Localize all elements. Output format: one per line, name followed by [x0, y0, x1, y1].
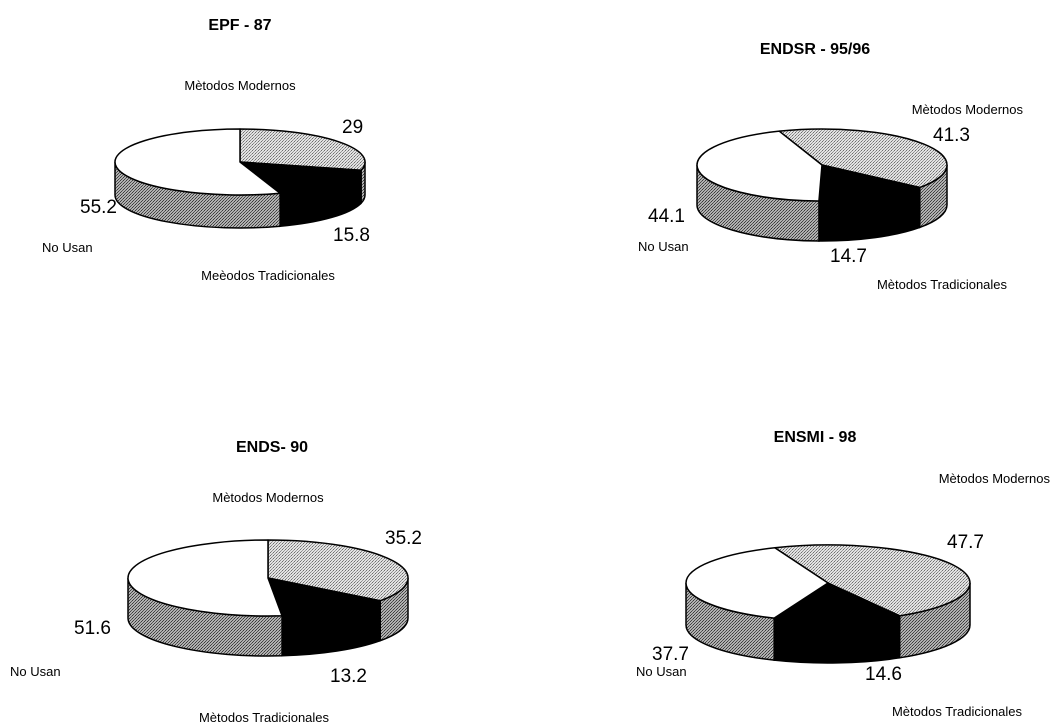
pie-3-value-tradicionales: 13.2 — [330, 666, 367, 687]
pie-2-slices — [696, 128, 948, 242]
pie-4-slice-2 — [773, 582, 901, 622]
pie-1-label-modernos: Mètodos Modernos — [184, 78, 296, 93]
pie-3-label-tradicionales: Mètodos Tradicionales — [199, 710, 330, 725]
pie-4: ENSMI - 98 Mètodos Modernos 47.7 14.6 37… — [636, 429, 1050, 719]
pie-3-label-modernos: Mètodos Modernos — [212, 490, 324, 505]
pie-2-label-tradicionales: Mètodos Tradicionales — [877, 277, 1008, 292]
pie-1-slice-1 — [239, 128, 366, 171]
pie-2-value-no-usan: 44.1 — [648, 206, 685, 227]
pie-4-label-no-usan: No Usan — [636, 664, 687, 679]
pie-3-slice-3 — [127, 539, 283, 617]
pie-2-label-modernos: Mètodos Modernos — [912, 102, 1024, 117]
pie-4-value-no-usan: 37.7 — [652, 644, 689, 665]
pie-4-value-tradicionales: 14.6 — [865, 664, 902, 685]
pie-4-slice-1 — [774, 544, 971, 617]
pie-1-slice-3 — [114, 128, 281, 196]
pie-1-slices — [114, 128, 366, 229]
pie-2-slice-3 — [696, 130, 823, 202]
pie-1-value-modernos: 29 — [342, 117, 363, 138]
pie-2-title: ENDSR - 95/96 — [760, 41, 870, 58]
pie-3-slices — [127, 539, 409, 657]
pie-4-title: ENSMI - 98 — [774, 429, 857, 446]
pie-3-value-no-usan: 51.6 — [74, 618, 111, 639]
pie-4-value-modernos: 47.7 — [947, 532, 984, 553]
pie-4-slice-3 — [685, 547, 829, 619]
pie-4-slices — [685, 544, 971, 664]
pie-3: ENDS- 90 Mètodos Modernos 35.2 13.2 51.6… — [10, 439, 422, 725]
pie-2-label-no-usan: No Usan — [638, 239, 689, 254]
pie-1-value-no-usan: 55.2 — [80, 197, 117, 218]
pie-1-label-no-usan: No Usan — [42, 240, 93, 255]
pie-3-slice-2 — [267, 577, 381, 617]
pie-4-side-2 — [773, 614, 901, 664]
pie-1-label-tradicionales: Meèodos Tradicionales — [201, 268, 335, 283]
pie-2: ENDSR - 95/96 Mètodos Modernos 41.3 14.7… — [638, 41, 1023, 292]
pie-3-label-no-usan: No Usan — [10, 664, 61, 679]
pie-1-title: EPF - 87 — [208, 17, 271, 34]
pie-2-slice-2 — [818, 164, 921, 202]
pie-2-value-tradicionales: 14.7 — [830, 246, 867, 267]
pie-2-value-modernos: 41.3 — [933, 125, 970, 146]
pie-2-slice-1 — [778, 128, 948, 189]
pie-1-value-tradicionales: 15.8 — [333, 225, 370, 246]
pie-3-title: ENDS- 90 — [236, 439, 308, 456]
pie-3-value-modernos: 35.2 — [385, 528, 422, 549]
pie-1: EPF - 87 Mètodos Modernos 29 15.8 55.2 N… — [42, 17, 370, 283]
pie-4-label-tradicionales: Mètodos Tradicionales — [892, 704, 1023, 719]
pie-3-slice-1 — [267, 539, 409, 602]
pie-4-label-modernos: Mètodos Modernos — [939, 471, 1051, 486]
